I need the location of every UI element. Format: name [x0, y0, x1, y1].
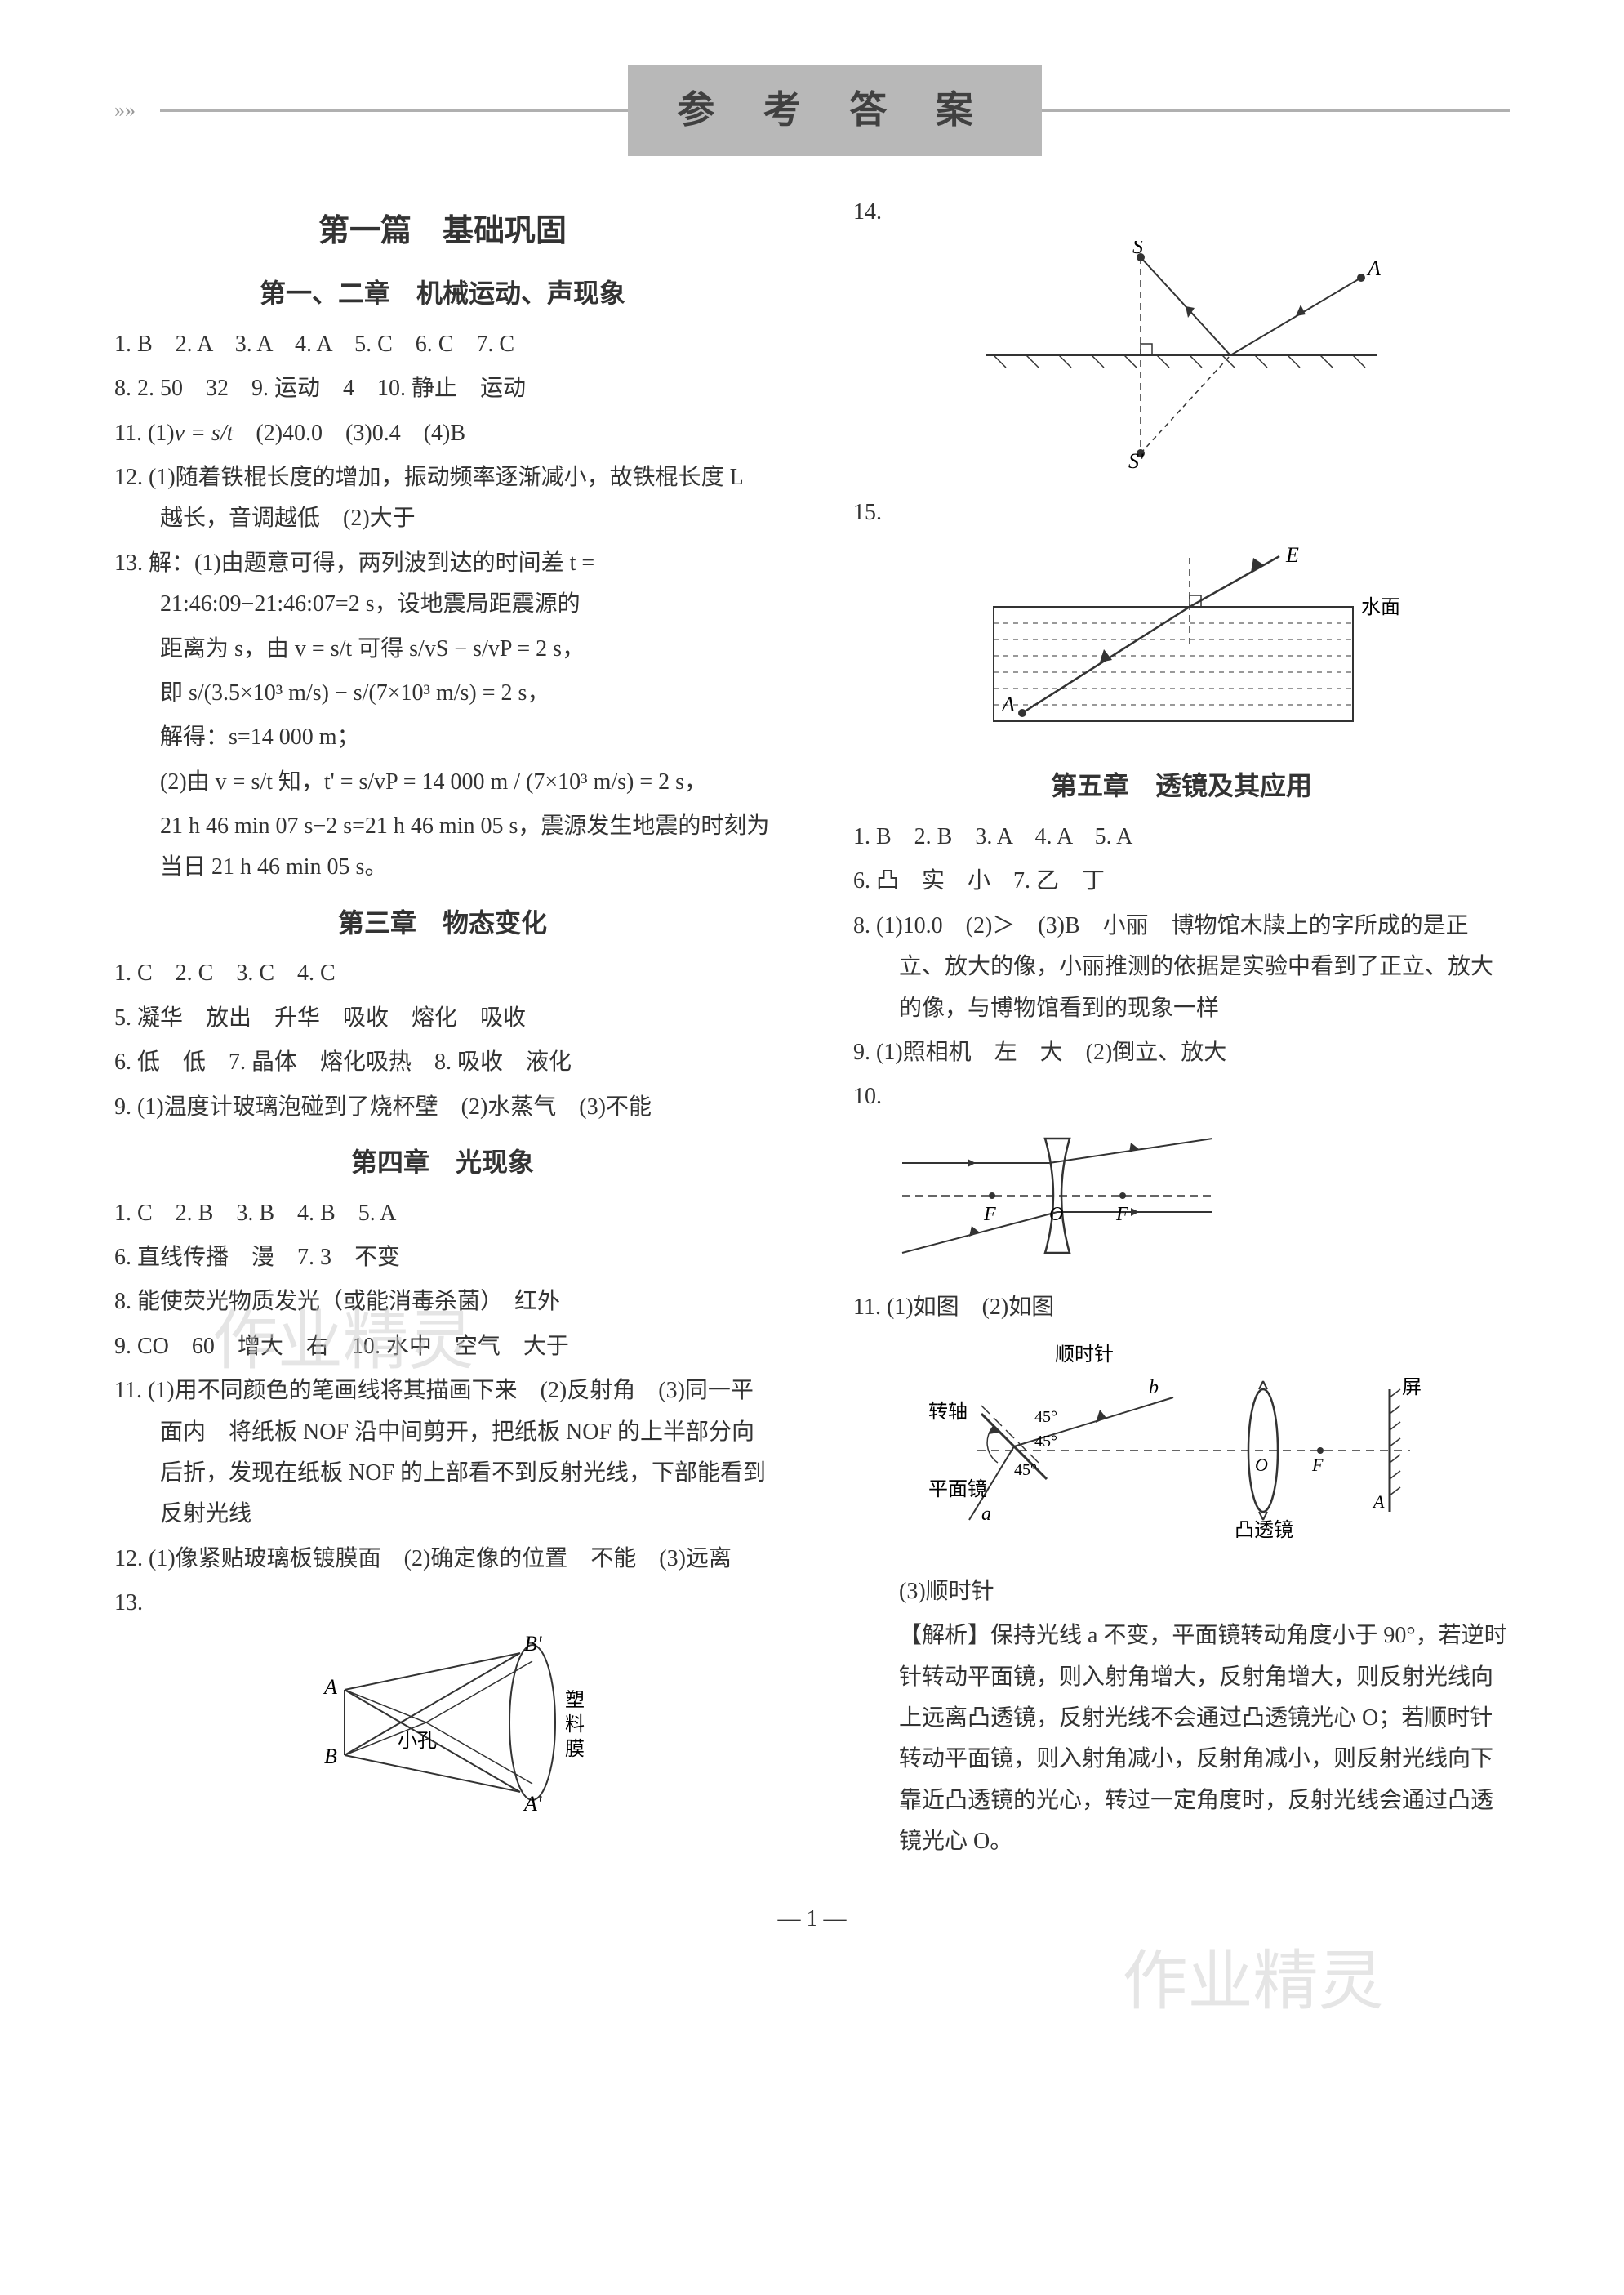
- content-columns: 第一篇 基础巩固 第一、二章 机械运动、声现象 1. B 2. A 3. A 4…: [114, 189, 1510, 1866]
- answer-line: 13. 解：(1)由题意可得，两列波到达的时间差 t = 21:46:09−21…: [114, 543, 771, 626]
- answer-line: 1. C 2. B 3. B 4. B 5. A: [114, 1193, 771, 1234]
- text: (2)40.0 (3)0.4 (4)B: [233, 421, 465, 446]
- label-A: A: [1372, 1491, 1385, 1512]
- chapter-12-title: 第一、二章 机械运动、声现象: [114, 270, 771, 318]
- chapter-4-title: 第四章 光现象: [114, 1139, 771, 1187]
- label-F2: F: [1115, 1204, 1128, 1225]
- section-title: 第一篇 基础巩固: [114, 203, 771, 259]
- watermark-bottom: 作业精灵: [555, 1923, 1624, 2041]
- figure-15: E 水面 A: [853, 541, 1510, 751]
- label-film-2: 料: [565, 1713, 585, 1736]
- answer-line: (2)由 v = s/t 知，t' = s/vP = 14 000 m / (7…: [114, 762, 771, 803]
- formula: v = s/t: [175, 421, 234, 446]
- label-lens: 凸透镜: [1235, 1519, 1293, 1541]
- label-E: E: [1285, 543, 1299, 567]
- label-a: a: [981, 1504, 991, 1525]
- label-45-2: 45°: [1034, 1433, 1057, 1451]
- label-A: A: [1366, 256, 1381, 280]
- header-line-right: [1042, 109, 1510, 112]
- explanation: 【解析】保持光线 a 不变，平面镜转动角度小于 90°，若逆时针转动平面镜，则入…: [853, 1615, 1510, 1862]
- chevron-icon: »»: [114, 91, 136, 130]
- answer-line: (3)顺时针: [853, 1571, 1510, 1612]
- answer-line: 5. 凝华 放出 升华 吸收 熔化 吸收: [114, 998, 771, 1039]
- label-axis: 转轴: [928, 1401, 968, 1423]
- answer-line: 解得：s=14 000 m；: [114, 717, 771, 758]
- label-Sp: S': [1128, 449, 1144, 470]
- label-45-3: 45°: [1014, 1461, 1037, 1479]
- answer-line: 8. 2. 50 32 9. 运动 4 10. 静止 运动: [114, 368, 771, 409]
- answer-line: 9. (1)照相机 左 大 (2)倒立、放大: [853, 1032, 1510, 1073]
- label-A: A: [1000, 693, 1015, 716]
- label-mirror: 平面镜: [928, 1478, 987, 1500]
- label-Ap: A': [523, 1792, 542, 1812]
- answer-line: 1. B 2. B 3. A 4. A 5. A: [853, 817, 1510, 858]
- label-A: A: [323, 1675, 337, 1699]
- label-b: b: [1149, 1377, 1159, 1398]
- label-S: S: [1132, 241, 1143, 258]
- right-column: 14.: [853, 189, 1510, 1866]
- answer-line: 21 h 46 min 07 s−2 s=21 h 46 min 05 s，震源…: [114, 806, 771, 889]
- answer-line: 6. 凸 实 小 7. 乙 丁: [853, 861, 1510, 902]
- label-cw: 顺时针: [1055, 1344, 1114, 1366]
- label-screen: 屏: [1402, 1377, 1422, 1398]
- text: 11. (1): [114, 421, 175, 446]
- answer-line: 9. CO 60 增大 右 10. 水中 空气 大于: [114, 1326, 771, 1367]
- page-title: 参 考 答 案: [628, 65, 1042, 156]
- figure-11: 顺时针 转轴 平面镜 45° 45° 45° a b 凸透镜 O F 屏 A: [853, 1336, 1510, 1562]
- label-B: B: [324, 1745, 337, 1768]
- label-film-3: 膜: [565, 1738, 585, 1760]
- label-45-1: 45°: [1034, 1408, 1057, 1426]
- header-bar: »» 参 考 答 案: [114, 65, 1510, 156]
- answer-line: 6. 直线传播 漫 7. 3 不变: [114, 1237, 771, 1278]
- answer-line: 13.: [114, 1583, 771, 1624]
- answer-line: 11. (1)用不同颜色的笔画线将其描画下来 (2)反射角 (3)同一平面内 将…: [114, 1370, 771, 1535]
- chapter-5-title: 第五章 透镜及其应用: [853, 763, 1510, 810]
- label-F: F: [1311, 1455, 1324, 1475]
- answer-line: 10.: [853, 1076, 1510, 1117]
- figure-10: F O F: [886, 1126, 1510, 1279]
- answer-line: 11. (1)v = s/t (2)40.0 (3)0.4 (4)B: [114, 413, 771, 454]
- label-O: O: [1049, 1204, 1063, 1225]
- label-water: 水面: [1361, 596, 1400, 618]
- label-O: O: [1255, 1455, 1268, 1475]
- answer-line: 1. C 2. C 3. C 4. C: [114, 953, 771, 994]
- header-line-left: [160, 109, 628, 112]
- page-number: — 1 —: [114, 1899, 1510, 1940]
- answer-line: 14.: [853, 192, 1510, 233]
- label-hole: 小孔: [398, 1730, 437, 1752]
- answer-line: 6. 低 低 7. 晶体 熔化吸热 8. 吸收 液化: [114, 1042, 771, 1083]
- figure-13: A B B' A' 小孔 塑 料 膜: [114, 1633, 771, 1826]
- label-F1: F: [983, 1204, 996, 1225]
- figure-14: S S' A: [853, 241, 1510, 484]
- answer-line: 距离为 s，由 v = s/t 可得 s/vS − s/vP = 2 s，: [114, 629, 771, 670]
- answer-line: 12. (1)随着铁棍长度的增加，振动频率逐渐减小，故铁棍长度 L 越长，音调越…: [114, 457, 771, 540]
- answer-line: 8. 能使荧光物质发光（或能消毒杀菌） 红外: [114, 1281, 771, 1322]
- answer-line: 8. (1)10.0 (2)＞ (3)B 小丽 博物馆木牍上的字所成的是正立、放…: [853, 906, 1510, 1029]
- chapter-3-title: 第三章 物态变化: [114, 900, 771, 947]
- answer-line: 1. B 2. A 3. A 4. A 5. C 6. C 7. C: [114, 324, 771, 365]
- label-Bp: B': [524, 1633, 542, 1656]
- answer-line: 即 s/(3.5×10³ m/s) − s/(7×10³ m/s) = 2 s，: [114, 673, 771, 714]
- answer-line: 12. (1)像紧贴玻璃板镀膜面 (2)确定像的位置 不能 (3)远离: [114, 1539, 771, 1580]
- left-column: 第一篇 基础巩固 第一、二章 机械运动、声现象 1. B 2. A 3. A 4…: [114, 189, 771, 1866]
- answer-line: 15.: [853, 492, 1510, 533]
- answer-line: 11. (1)如图 (2)如图: [853, 1287, 1510, 1328]
- label-film-1: 塑: [565, 1689, 585, 1711]
- answer-line: 9. (1)温度计玻璃泡碰到了烧杯壁 (2)水蒸气 (3)不能: [114, 1087, 771, 1128]
